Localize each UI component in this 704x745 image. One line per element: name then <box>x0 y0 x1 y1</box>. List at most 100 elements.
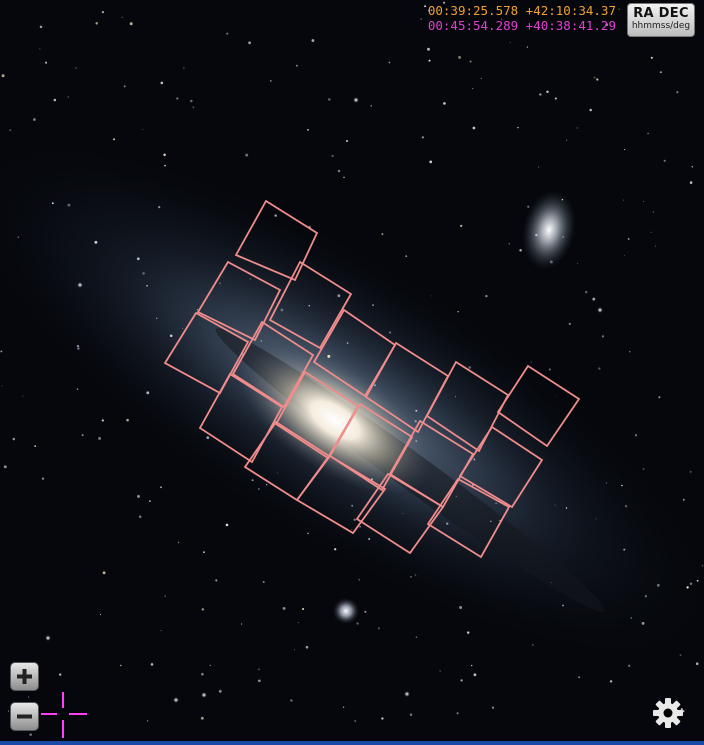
star <box>150 663 154 666</box>
footprint-outline <box>458 425 544 509</box>
star <box>356 622 359 625</box>
star <box>206 436 210 439</box>
footprint-outline <box>231 320 315 409</box>
star <box>701 565 704 567</box>
star <box>142 128 144 130</box>
star <box>546 90 549 94</box>
star <box>17 236 20 239</box>
star <box>592 297 596 301</box>
ra-dec-subtitle: hhmmss/deg <box>631 21 691 31</box>
star <box>472 126 476 130</box>
star <box>160 486 162 489</box>
ra-dec-title: RA DEC <box>633 6 689 21</box>
footprint-outline <box>496 364 581 448</box>
star <box>548 368 552 371</box>
star <box>381 233 384 236</box>
star <box>578 676 580 679</box>
star <box>562 236 565 238</box>
gear-icon[interactable] <box>651 696 685 730</box>
star <box>183 67 185 69</box>
footprint-outline <box>425 360 510 453</box>
star <box>389 331 392 334</box>
coordinate-readout: 00:39:25.578 +42:10:34.37 00:45:54.289 +… <box>428 3 616 33</box>
star <box>358 578 361 581</box>
star <box>624 255 626 256</box>
footprint-outline <box>268 260 353 350</box>
star <box>689 582 693 586</box>
star <box>3 465 7 469</box>
star <box>456 712 459 715</box>
star <box>0 350 3 353</box>
star <box>679 654 682 656</box>
star <box>621 484 623 487</box>
crosshair-icon <box>41 692 87 738</box>
star <box>659 71 662 74</box>
star <box>443 102 446 105</box>
star <box>460 224 463 227</box>
star <box>203 551 205 554</box>
star <box>609 680 613 683</box>
star <box>471 664 473 667</box>
star <box>201 608 204 611</box>
star <box>414 420 417 423</box>
star <box>466 631 470 634</box>
star <box>353 518 356 521</box>
zoom-out-button[interactable] <box>10 702 39 731</box>
star <box>595 518 597 520</box>
star <box>618 8 620 10</box>
star <box>624 149 626 151</box>
star <box>429 160 433 164</box>
star <box>457 311 459 313</box>
star <box>468 366 472 369</box>
star <box>76 388 79 391</box>
star <box>262 580 265 584</box>
star <box>658 396 661 399</box>
star <box>39 48 41 50</box>
zoom-in-button[interactable] <box>10 662 39 691</box>
star <box>102 571 106 575</box>
star <box>372 304 374 306</box>
star <box>368 538 371 540</box>
bottom-border <box>0 741 704 745</box>
star <box>94 240 98 244</box>
star <box>177 541 180 544</box>
star <box>455 495 457 497</box>
star <box>226 32 229 35</box>
star <box>446 522 449 525</box>
star <box>473 458 476 461</box>
star <box>689 181 693 184</box>
star <box>403 690 411 698</box>
star <box>495 502 497 505</box>
star <box>647 132 649 135</box>
star <box>655 245 657 247</box>
star <box>77 347 80 350</box>
ra-dec-format-button[interactable]: RA DEC hhmmss/deg <box>627 3 695 37</box>
minus-icon <box>17 714 32 719</box>
star <box>549 237 551 239</box>
star <box>643 201 645 202</box>
star <box>76 281 84 289</box>
star <box>596 78 599 81</box>
star <box>294 649 296 651</box>
star <box>149 500 151 503</box>
footprint-outline <box>426 477 511 559</box>
star <box>342 706 345 708</box>
star <box>415 409 418 412</box>
star <box>414 574 417 576</box>
star <box>656 583 660 587</box>
star <box>458 56 461 59</box>
star <box>652 211 655 213</box>
star <box>696 579 699 582</box>
star <box>302 607 305 611</box>
star <box>388 61 391 64</box>
star <box>311 39 315 42</box>
satellite-galaxy <box>522 190 576 270</box>
star <box>650 231 652 233</box>
star <box>420 18 422 20</box>
star <box>605 482 608 484</box>
star <box>415 440 418 443</box>
star <box>192 106 195 109</box>
star <box>676 91 679 94</box>
